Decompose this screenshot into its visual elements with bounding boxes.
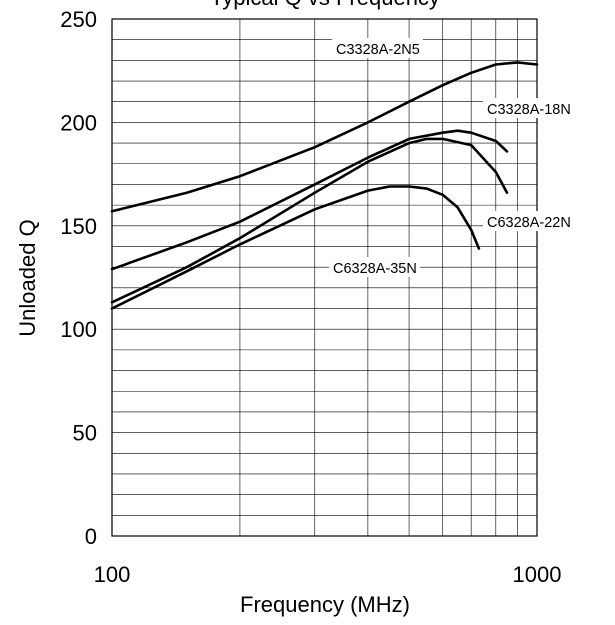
y-tick-label: 0: [85, 524, 97, 549]
chart-title: Typical Q vs Frequency: [210, 0, 440, 10]
series-label: C3328A-2N5: [336, 42, 420, 58]
series-line-c3328a-2n5: [110, 61, 539, 213]
series-label-bg: [483, 98, 574, 118]
series-label-bg: [329, 257, 420, 277]
series-label: C3328A-18N: [487, 102, 571, 118]
x-tick-label: 1000: [513, 562, 562, 587]
y-tick-label: 150: [60, 214, 97, 239]
y-tick-label: 100: [60, 317, 97, 342]
x-tick-label: 100: [94, 562, 131, 587]
series-label-bg: [332, 38, 423, 58]
y-tick-label: 200: [60, 110, 97, 135]
series-label: C6328A-35N: [333, 261, 417, 277]
grid: [111, 18, 538, 537]
x-axis-title: Frequency (MHz): [240, 592, 410, 617]
series-label: C6328A-22N: [487, 215, 571, 231]
series-line-c3328a-18n: [110, 129, 509, 271]
y-axis-title: Unloaded Q: [15, 219, 40, 336]
tick-labels: 0 50 100 150 200 250 100 1000: [60, 7, 561, 587]
series-line-c6328a-22n: [110, 137, 509, 304]
y-tick-label: 250: [60, 7, 97, 32]
series-labels: C3328A-2N5 C3328A-18N C6328A-22N C6328A-35N: [329, 38, 574, 277]
series-label-bg: [483, 211, 574, 231]
plot-frame: [111, 18, 538, 537]
series-line-c6328a-35n: [110, 185, 481, 310]
series-curves: [110, 61, 539, 310]
y-tick-label: 50: [73, 421, 97, 446]
